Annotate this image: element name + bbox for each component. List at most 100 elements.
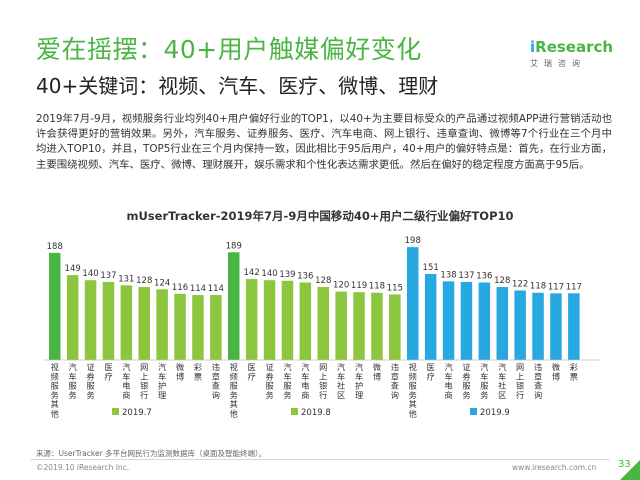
bar-value-label: 142 [244, 268, 260, 278]
bar-value-label: 118 [369, 282, 385, 292]
bar-value-label: 151 [423, 263, 439, 273]
category-label: 视频服务其他 [409, 362, 417, 419]
bar-value-label: 116 [172, 283, 188, 293]
category-label: 违章查询 [212, 362, 220, 400]
bar-value-label: 128 [494, 276, 510, 286]
bar-value-label: 198 [405, 236, 421, 246]
bar-value-label: 136 [476, 271, 492, 281]
bar-value-label: 122 [512, 279, 528, 289]
bar [496, 287, 508, 360]
bar [389, 294, 401, 360]
bar [407, 247, 419, 360]
category-label: 汽车社区 [337, 362, 345, 400]
bar [84, 280, 97, 360]
category-label: 违章查询 [534, 362, 542, 400]
bar [424, 273, 437, 360]
bar [192, 295, 204, 360]
category-label: 彩票 [570, 362, 578, 381]
category-label: 视频服务其他 [230, 362, 238, 419]
category-label: 医疗 [248, 362, 256, 381]
page-subtitle: 40+关键词：视频、汽车、医疗、微博、理财 [36, 74, 439, 98]
bar-chart: 188 视频服务其他 149 汽车服务 140 证券服务 137 医疗 131 汽车电商 128 网上… [44, 236, 600, 419]
bar-value-label: 136 [297, 271, 313, 281]
bar-value-label: 139 [279, 270, 295, 280]
category-label: 汽车电商 [301, 362, 309, 400]
iresearch-logo: iResearch 艾瑞咨询 [530, 38, 614, 74]
category-label: 网上银行 [319, 362, 327, 400]
bar [210, 295, 222, 360]
bar-value-label: 119 [351, 281, 367, 291]
legend-swatch [112, 408, 119, 415]
legend-label: 2019.7 [122, 408, 152, 418]
legend-label: 2019.8 [301, 408, 331, 418]
category-label: 彩票 [194, 362, 202, 381]
bar-value-label: 137 [458, 271, 474, 281]
bar [353, 292, 365, 360]
category-label: 证券服务 [462, 362, 470, 400]
category-label: 汽车电商 [122, 362, 130, 400]
category-label: 汽车护理 [355, 362, 363, 400]
category-label: 汽车服务 [283, 362, 291, 400]
bar-value-label: 128 [315, 276, 331, 286]
bar [228, 252, 240, 360]
category-label: 汽车社区 [498, 362, 506, 400]
bar-value-label: 188 [47, 242, 63, 252]
category-label: 医疗 [427, 362, 435, 381]
category-label: 汽车服务 [480, 362, 488, 400]
legend-swatch [291, 408, 298, 415]
summary-paragraph: 2019年7月-9月，视频服务行业均列40+用户偏好行业的TOP1，以40+为主… [36, 113, 612, 171]
bar [532, 292, 544, 360]
bar-value-label: 128 [136, 276, 152, 286]
bar-value-label: 137 [100, 271, 116, 281]
bar-value-label: 189 [226, 241, 242, 251]
bar [317, 287, 329, 360]
bar-value-label: 117 [548, 282, 564, 292]
bar-value-label: 140 [261, 269, 277, 279]
bar [245, 279, 258, 360]
logo-cn: 艾瑞咨询 [530, 59, 586, 68]
category-label: 微博 [176, 362, 184, 381]
category-label: 视频服务其他 [51, 362, 59, 419]
corner-decoration [620, 460, 640, 480]
bar [102, 281, 115, 360]
bar [568, 293, 580, 360]
bar-value-label: 114 [208, 284, 224, 294]
website-link[interactable]: www.iresearch.com.cn [512, 463, 597, 472]
category-label: 网上银行 [140, 362, 148, 400]
legend-label: 2019.9 [480, 408, 510, 418]
category-label: 证券服务 [86, 362, 94, 400]
bar [550, 293, 562, 360]
chart-title: mUserTracker-2019年7月-9月中国移动40+用户二级行业偏好TO… [126, 209, 514, 223]
bar-value-label: 149 [65, 264, 81, 274]
bar [299, 282, 312, 360]
bar [49, 252, 61, 360]
category-label: 网上银行 [516, 362, 524, 400]
category-label: 汽车服务 [69, 362, 77, 400]
bar [66, 275, 79, 360]
bar [335, 291, 347, 360]
bar [442, 281, 455, 360]
category-label: 违章查询 [391, 362, 399, 400]
bar-value-label: 138 [440, 270, 456, 280]
bar-value-label: 117 [566, 282, 582, 292]
bar-value-label: 131 [118, 274, 134, 284]
bar-value-label: 115 [387, 283, 403, 293]
bar [478, 282, 491, 360]
bar [120, 285, 133, 360]
bar-value-label: 118 [530, 282, 546, 292]
logo-brand: iResearch [530, 38, 614, 56]
category-label: 汽车电商 [444, 362, 452, 400]
category-label: 微博 [552, 362, 560, 381]
category-label: 汽车护理 [158, 362, 166, 400]
bar [371, 292, 383, 360]
copyright: ©2019.10 iResearch Inc. [36, 463, 130, 472]
category-label: 证券服务 [265, 362, 273, 400]
bar [156, 289, 168, 360]
footer-divider [30, 459, 610, 460]
bar [460, 281, 473, 360]
bar [174, 293, 186, 360]
bar [281, 280, 294, 360]
category-label: 微博 [373, 362, 381, 381]
bar-value-label: 120 [333, 281, 349, 291]
bar [138, 287, 150, 360]
